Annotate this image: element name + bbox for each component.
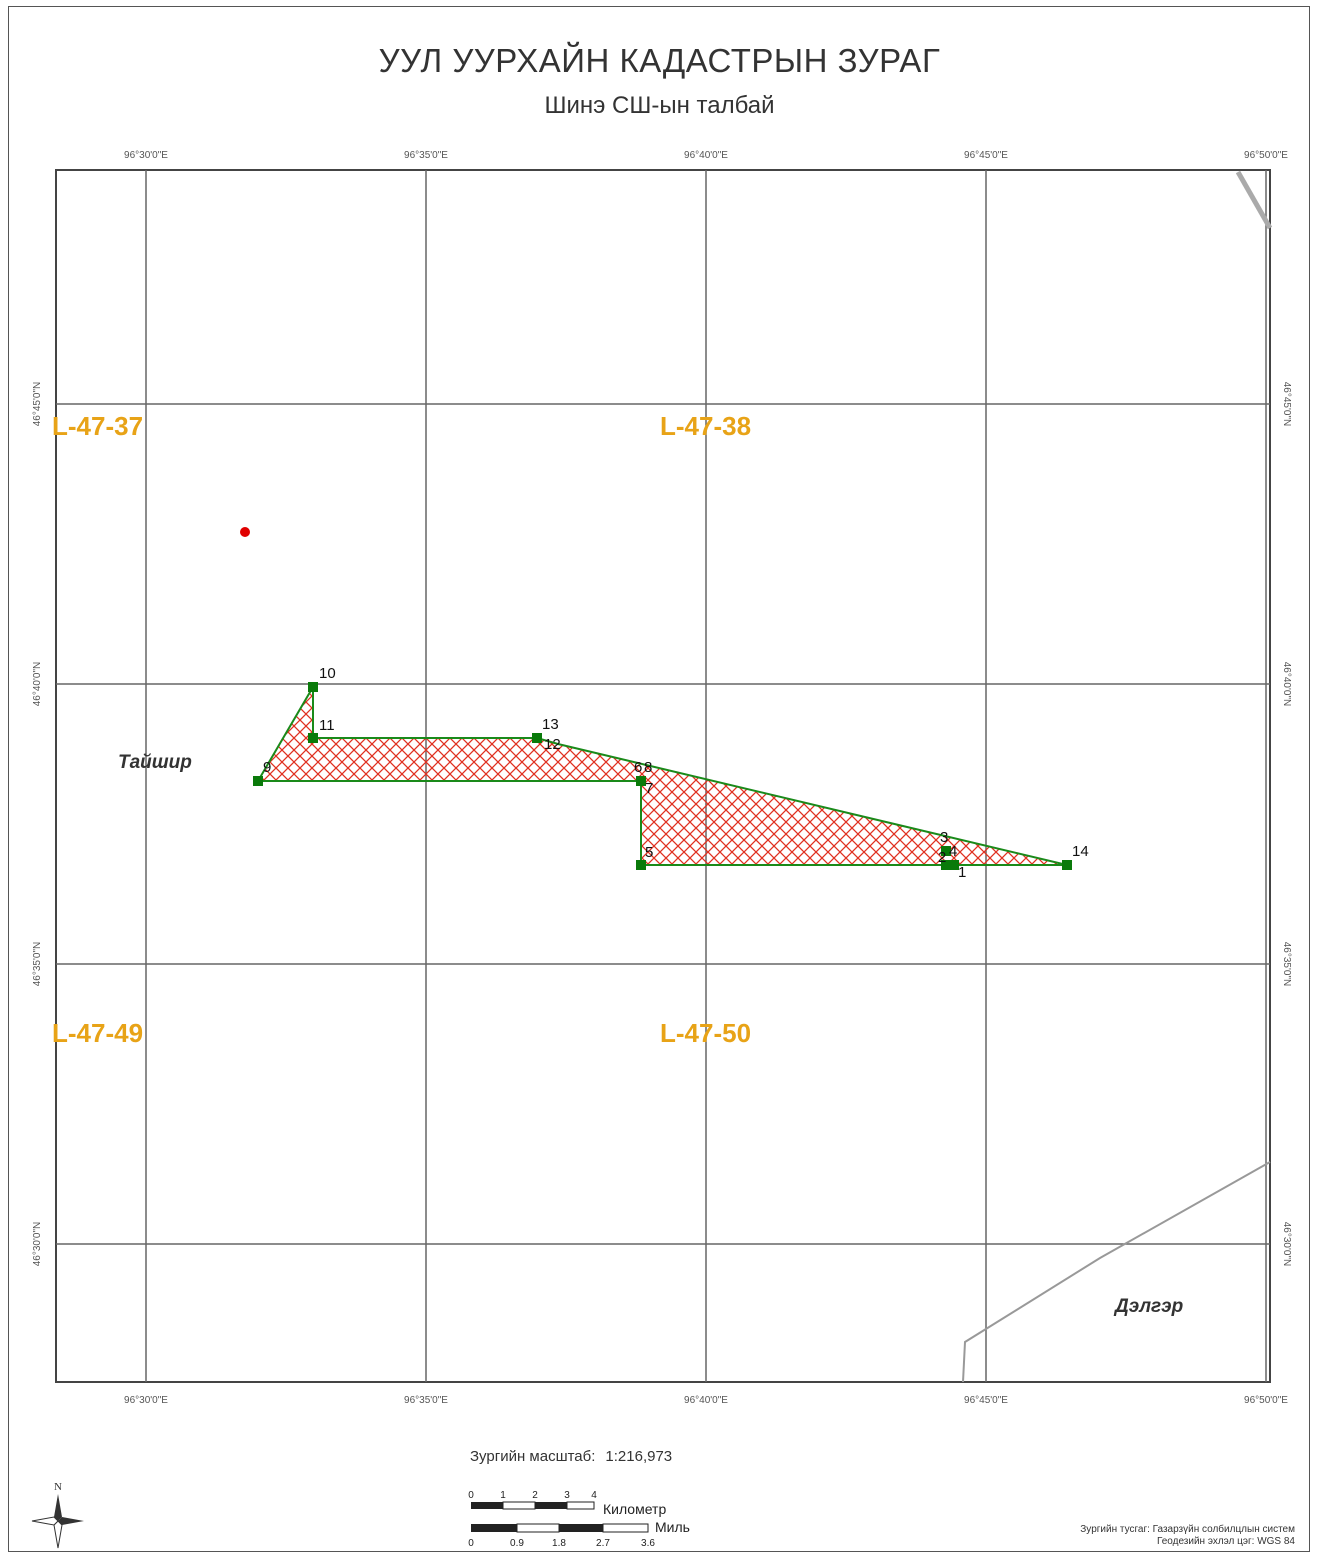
lon-tick-label: 96°35'0"E [404, 1395, 448, 1406]
lon-tick-label: 96°45'0"E [964, 1395, 1008, 1406]
vertex-marker [636, 860, 646, 870]
sheet-label: L-47-49 [52, 1018, 143, 1048]
scalebar-tick: 2.7 [596, 1538, 610, 1549]
vertex-label: 4 [949, 843, 957, 860]
scalebar-mi: 0 0.9 1.8 2.7 3.6 Миль [468, 1519, 690, 1549]
location-marker[interactable] [240, 527, 250, 537]
vertex-label: 6 [634, 759, 642, 776]
map-title: УУЛ УУРХАЙН КАДАСТРЫН ЗУРАГ [378, 42, 941, 79]
vertex-marker [636, 776, 646, 786]
lon-tick-label: 96°30'0"E [124, 150, 168, 161]
lat-tick-label: 46°40'0"N [32, 662, 43, 707]
scalebar-tick: 0.9 [510, 1538, 524, 1549]
vertex-label: 2 [938, 849, 946, 866]
scalebar-tick: 1 [500, 1490, 506, 1501]
vertex-marker [941, 846, 951, 856]
projection-text: Зургийн тусгаг: Газарзүйн солбилцлын сис… [1080, 1524, 1295, 1535]
place-label: Дэлгэр [1113, 1296, 1183, 1317]
vertex-marker [941, 860, 951, 870]
lat-tick-label: 46°35'0"N [32, 942, 43, 987]
lon-tick-label: 96°45'0"E [964, 150, 1008, 161]
north-arrow-icon: N [31, 1481, 84, 1549]
vertex-marker [253, 776, 263, 786]
vertex-group [253, 682, 1072, 870]
map-scale: Зургийн масштаб: 1:216,973 [470, 1448, 672, 1465]
vertex-label: 9 [263, 759, 271, 776]
scalebar-tick: 3.6 [641, 1538, 655, 1549]
lat-tick-label: 46°30'0"N [1281, 1222, 1292, 1267]
scalebar-tick: 3 [564, 1490, 570, 1501]
scalebar-tick: 2 [532, 1490, 538, 1501]
lat-tick-label: 46°40'0"N [1281, 662, 1292, 707]
scalebar-tick: 1.8 [552, 1538, 566, 1549]
vertex-label: 8 [644, 759, 652, 776]
sheet-label: L-47-37 [52, 411, 143, 441]
datum-text: Геодезийн эхлэл цэг: WGS 84 [1156, 1536, 1295, 1547]
north-label: N [54, 1481, 62, 1493]
vertex-label: 5 [645, 844, 653, 861]
vertex-label: 1 [958, 864, 966, 881]
lat-tick-label: 46°45'0"N [1281, 382, 1292, 427]
vertex-marker [308, 682, 318, 692]
lon-tick-label: 96°35'0"E [404, 150, 448, 161]
lon-tick-label: 96°50'0"E [1244, 150, 1288, 161]
map-border [55, 169, 1271, 1383]
vertex-label: 11 [319, 717, 335, 734]
lat-tick-label: 46°45'0"N [32, 382, 43, 427]
scale-value: 1:216,973 [605, 1448, 673, 1465]
vertex-marker [1062, 860, 1072, 870]
lon-tick-label: 96°50'0"E [1244, 1395, 1288, 1406]
sheet-label: L-47-50 [660, 1018, 751, 1048]
boundary-line [962, 1161, 1271, 1383]
vertex-label: 13 [542, 716, 559, 733]
vertex-label: 12 [544, 736, 561, 753]
boundary-line [1235, 170, 1273, 230]
vertex-marker [949, 860, 959, 870]
admin-boundaries [962, 170, 1273, 1383]
vertex-label: 14 [1072, 843, 1089, 860]
scalebar-unit: Миль [655, 1519, 690, 1535]
vertex-label: 7 [645, 780, 653, 797]
scale-label: Зургийн масштаб: [470, 1448, 596, 1465]
map-frame [8, 6, 1310, 1552]
scalebar-tick: 4 [591, 1490, 597, 1501]
lon-tick-label: 96°40'0"E [684, 150, 728, 161]
scalebar-km: 0 1 2 3 4 Километр [468, 1490, 666, 1517]
lon-tick-label: 96°30'0"E [124, 1395, 168, 1406]
license-polygon[interactable] [256, 683, 1068, 866]
lon-tick-label: 96°40'0"E [684, 1395, 728, 1406]
lat-tick-label: 46°35'0"N [1281, 942, 1292, 987]
place-label: Тайшир [118, 752, 192, 773]
vertex-marker [532, 733, 542, 743]
projection-info: Зургийн тусгаг: Газарзүйн солбилцлын сис… [1080, 1524, 1295, 1548]
lat-tick-label: 46°30'0"N [32, 1222, 43, 1267]
map-subtitle: Шинэ СШ-ын талбай [544, 92, 775, 119]
vertex-label: 10 [319, 665, 336, 682]
sheet-label: L-47-38 [660, 411, 751, 441]
scalebar-tick: 0 [468, 1490, 474, 1501]
scalebar-unit: Километр [603, 1501, 666, 1517]
vertex-marker [308, 733, 318, 743]
vertex-label: 3 [940, 829, 948, 846]
scalebar-tick: 0 [468, 1538, 474, 1549]
